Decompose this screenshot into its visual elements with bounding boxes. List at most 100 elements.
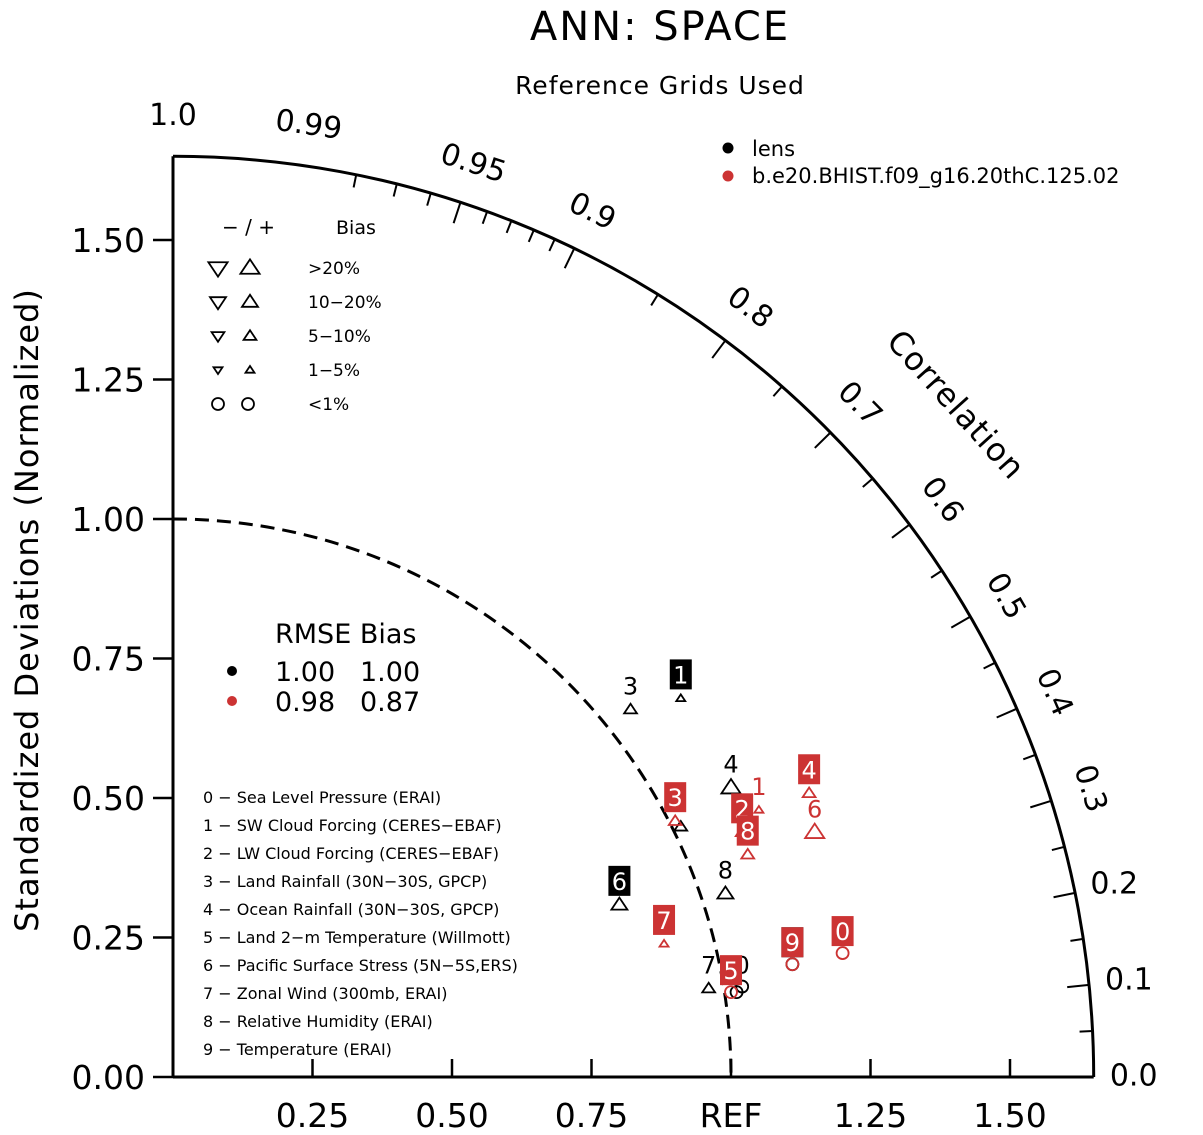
bias-value-lens: 1.00: [360, 657, 420, 688]
point-label: 8: [718, 857, 733, 885]
data-points: 01234567890123456789: [608, 659, 854, 1000]
y-tick-label: 0.25: [72, 919, 145, 958]
point-label: 9: [785, 929, 800, 957]
bias-circle-icon: [211, 397, 225, 411]
point-marker: [739, 847, 756, 860]
legend-marker-bhist: [722, 170, 734, 182]
corr-tick-label: 0.4: [1029, 663, 1080, 721]
point-label: 6: [612, 868, 627, 896]
point-label: 8: [740, 818, 755, 846]
bias-up-triangle-icon: [243, 364, 257, 374]
variable-list: 0 − Sea Level Pressure (ERAI) 1 − SW Clou…: [203, 788, 518, 1059]
rmse-marker-bhist: [227, 696, 237, 706]
bias-down-triangle-icon: [209, 331, 227, 344]
chart-subtitle: Reference Grids Used: [515, 71, 805, 100]
bias-legend: − / + Bias >20% 10−20% 5−10% 1−5% <1%: [206, 215, 382, 415]
series-legend: lens b.e20.BHIST.f09_g16.20thC.125.02: [722, 137, 1119, 189]
ref-tick-label: REF: [700, 1096, 763, 1135]
data-point: 6: [608, 865, 631, 911]
bias-down-triangle-icon: [206, 261, 230, 279]
bias-legend-header: Bias: [336, 217, 376, 239]
x-axis-ticks: 0.25 0.50 0.75 1.25 1.50: [276, 1059, 1047, 1135]
rmse-value-bhist: 0.98: [275, 687, 335, 718]
point-marker: [752, 804, 766, 814]
bias-up-triangle-icon: [238, 257, 262, 275]
corr-tick-mark: [772, 385, 783, 397]
legend-label-bhist: b.e20.BHIST.f09_g16.20thC.125.02: [752, 164, 1119, 189]
point-label: 1: [673, 661, 688, 689]
corr-tick-label: 0.95: [436, 136, 510, 190]
outer-arc: [172, 154, 1096, 1078]
corr-tick-mark: [452, 202, 462, 224]
point-marker: [622, 702, 639, 715]
bias-down-triangle-icon: [208, 296, 228, 311]
data-point: 4: [798, 754, 821, 798]
corr-tick-mark: [505, 220, 513, 234]
variable-list-item: 7 − Zonal Wind (300mb, ERAI): [203, 984, 447, 1003]
variable-list-item: 2 − LW Cloud Forcing (CERES−EBAF): [203, 844, 499, 863]
corr-tick-label: 0.99: [273, 103, 344, 147]
data-point: 1: [751, 773, 767, 814]
corr-tick-label: 0.1: [1105, 962, 1153, 997]
data-point: 1: [669, 659, 692, 702]
corr-tick-mark: [983, 661, 996, 670]
point-marker: [803, 822, 826, 839]
bias-legend-label: 10−20%: [308, 293, 382, 313]
point-marker: [729, 985, 744, 1000]
variable-list-item: 6 − Pacific Surface Stress (5N−5S,ERS): [203, 956, 518, 975]
corr-tick-mark: [1070, 937, 1084, 942]
point-marker: [667, 813, 684, 826]
point-marker: [674, 692, 687, 702]
x-tick-label: 1.50: [973, 1096, 1046, 1135]
corr-tick-mark: [996, 707, 1018, 719]
x-tick-label: 0.75: [555, 1096, 628, 1135]
corr-tick-label: 0.2: [1090, 866, 1138, 901]
data-point: 0: [831, 916, 854, 960]
data-point: 9: [781, 927, 804, 972]
corr-tick-mark: [563, 247, 576, 269]
corr-tick-mark: [950, 615, 971, 629]
point-marker: [609, 896, 630, 911]
data-point: 7: [653, 904, 676, 948]
corr-tick-mark: [862, 477, 874, 488]
data-point: 6: [803, 795, 826, 839]
variable-list-item: 8 − Relative Humidity (ERAI): [203, 1012, 433, 1031]
corr-tick-label: 0.0: [1110, 1059, 1158, 1094]
point-label: 6: [807, 795, 822, 823]
point-label-box: [608, 865, 631, 896]
point-label-box: [736, 815, 759, 846]
corr-tick-mark: [1051, 845, 1065, 852]
point-label: 0: [835, 918, 850, 946]
legend-marker-lens: [722, 142, 734, 154]
corr-tick-mark: [426, 192, 432, 206]
corr-tick-label: 1.0: [149, 98, 197, 133]
axes: [171, 154, 1096, 1079]
y-tick-label: 0.50: [72, 779, 145, 818]
point-label: 7: [656, 907, 671, 935]
point-marker: [719, 777, 743, 795]
variable-list-item: 4 − Ocean Rainfall (30N−30S, GPCP): [203, 900, 499, 919]
x-tick-label: 0.25: [276, 1096, 349, 1135]
bias-legend-label: 5−10%: [308, 327, 371, 347]
corr-tick-mark: [891, 523, 911, 539]
legend-label-lens: lens: [752, 137, 795, 161]
variable-list-item: 5 − Land 2−m Temperature (Willmott): [203, 928, 511, 947]
y-tick-label: 0.00: [72, 1058, 145, 1097]
variable-list-item: 1 − SW Cloud Forcing (CERES−EBAF): [203, 816, 502, 835]
corr-tick-mark: [930, 569, 943, 579]
bias-circle-icon: [241, 397, 255, 411]
y-tick-label: 1.00: [72, 500, 145, 539]
variable-list-item: 9 − Temperature (ERAI): [203, 1040, 392, 1059]
y-tick-label: 1.50: [72, 221, 145, 260]
y-tick-label: 1.25: [72, 361, 145, 400]
point-label-box: [664, 782, 687, 813]
corr-tick-label: 0.6: [914, 470, 971, 529]
data-point: 3: [622, 673, 639, 715]
y-axis-ticks: 0.00 0.25 0.50 0.75 1.00 1.25 1.50: [72, 221, 173, 1097]
chart-title: ANN: SPACE: [530, 4, 790, 50]
data-point: 7: [700, 952, 717, 994]
point-marker: [700, 981, 717, 994]
corr-tick-mark: [1030, 799, 1052, 809]
bias-legend-label: 1−5%: [308, 361, 360, 381]
